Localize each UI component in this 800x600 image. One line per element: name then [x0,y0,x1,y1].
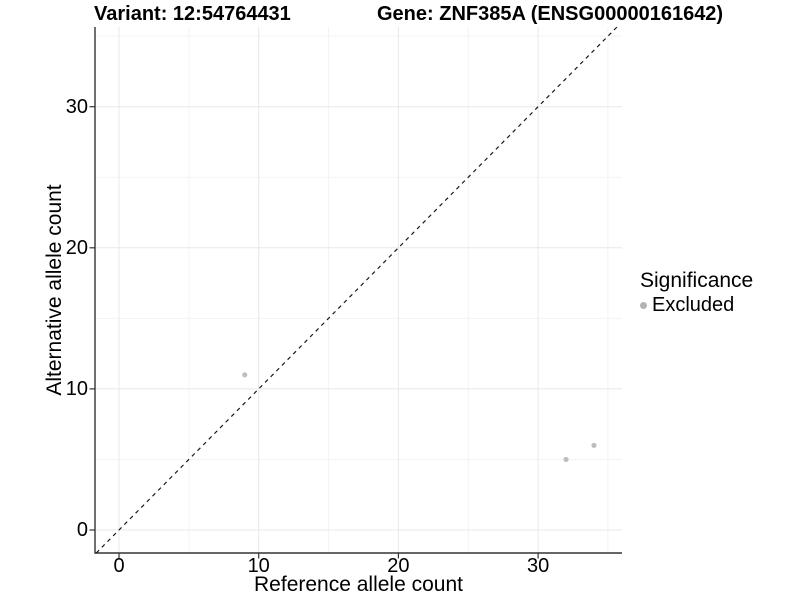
legend-point-icon [640,302,647,309]
axis-lines [94,27,622,554]
legend-item-label: Excluded [652,294,735,316]
y-tick-label: 0 [76,519,88,541]
x-tick-label: 30 [526,555,550,577]
data-point [563,456,569,463]
x-axis-title: Reference allele count [254,573,463,596]
x-tick-label: 0 [113,555,125,577]
x-tick-label: 20 [387,555,410,577]
axis-tick-marks [89,106,539,559]
y-tick-label: 20 [65,236,88,259]
y-tick-label: 30 [65,95,88,118]
legend-title: Significance [640,269,754,292]
data-points [242,372,597,463]
y-tick-label: 10 [65,377,88,400]
plot-title-gene: Gene: ZNF385A (ENSG00000161642) [377,3,724,25]
identity-line [95,26,618,554]
data-point [242,372,248,378]
gridlines-minor [95,27,622,553]
y-axis-title: Alternative allele count [43,184,66,396]
gridlines-major [95,27,622,553]
data-point [591,442,597,448]
legend: Significance Excluded [640,269,753,317]
plot-title-variant: Variant: 12:54764431 [94,3,291,25]
x-tick-label: 10 [247,555,270,577]
legend-item: Excluded [640,294,753,317]
